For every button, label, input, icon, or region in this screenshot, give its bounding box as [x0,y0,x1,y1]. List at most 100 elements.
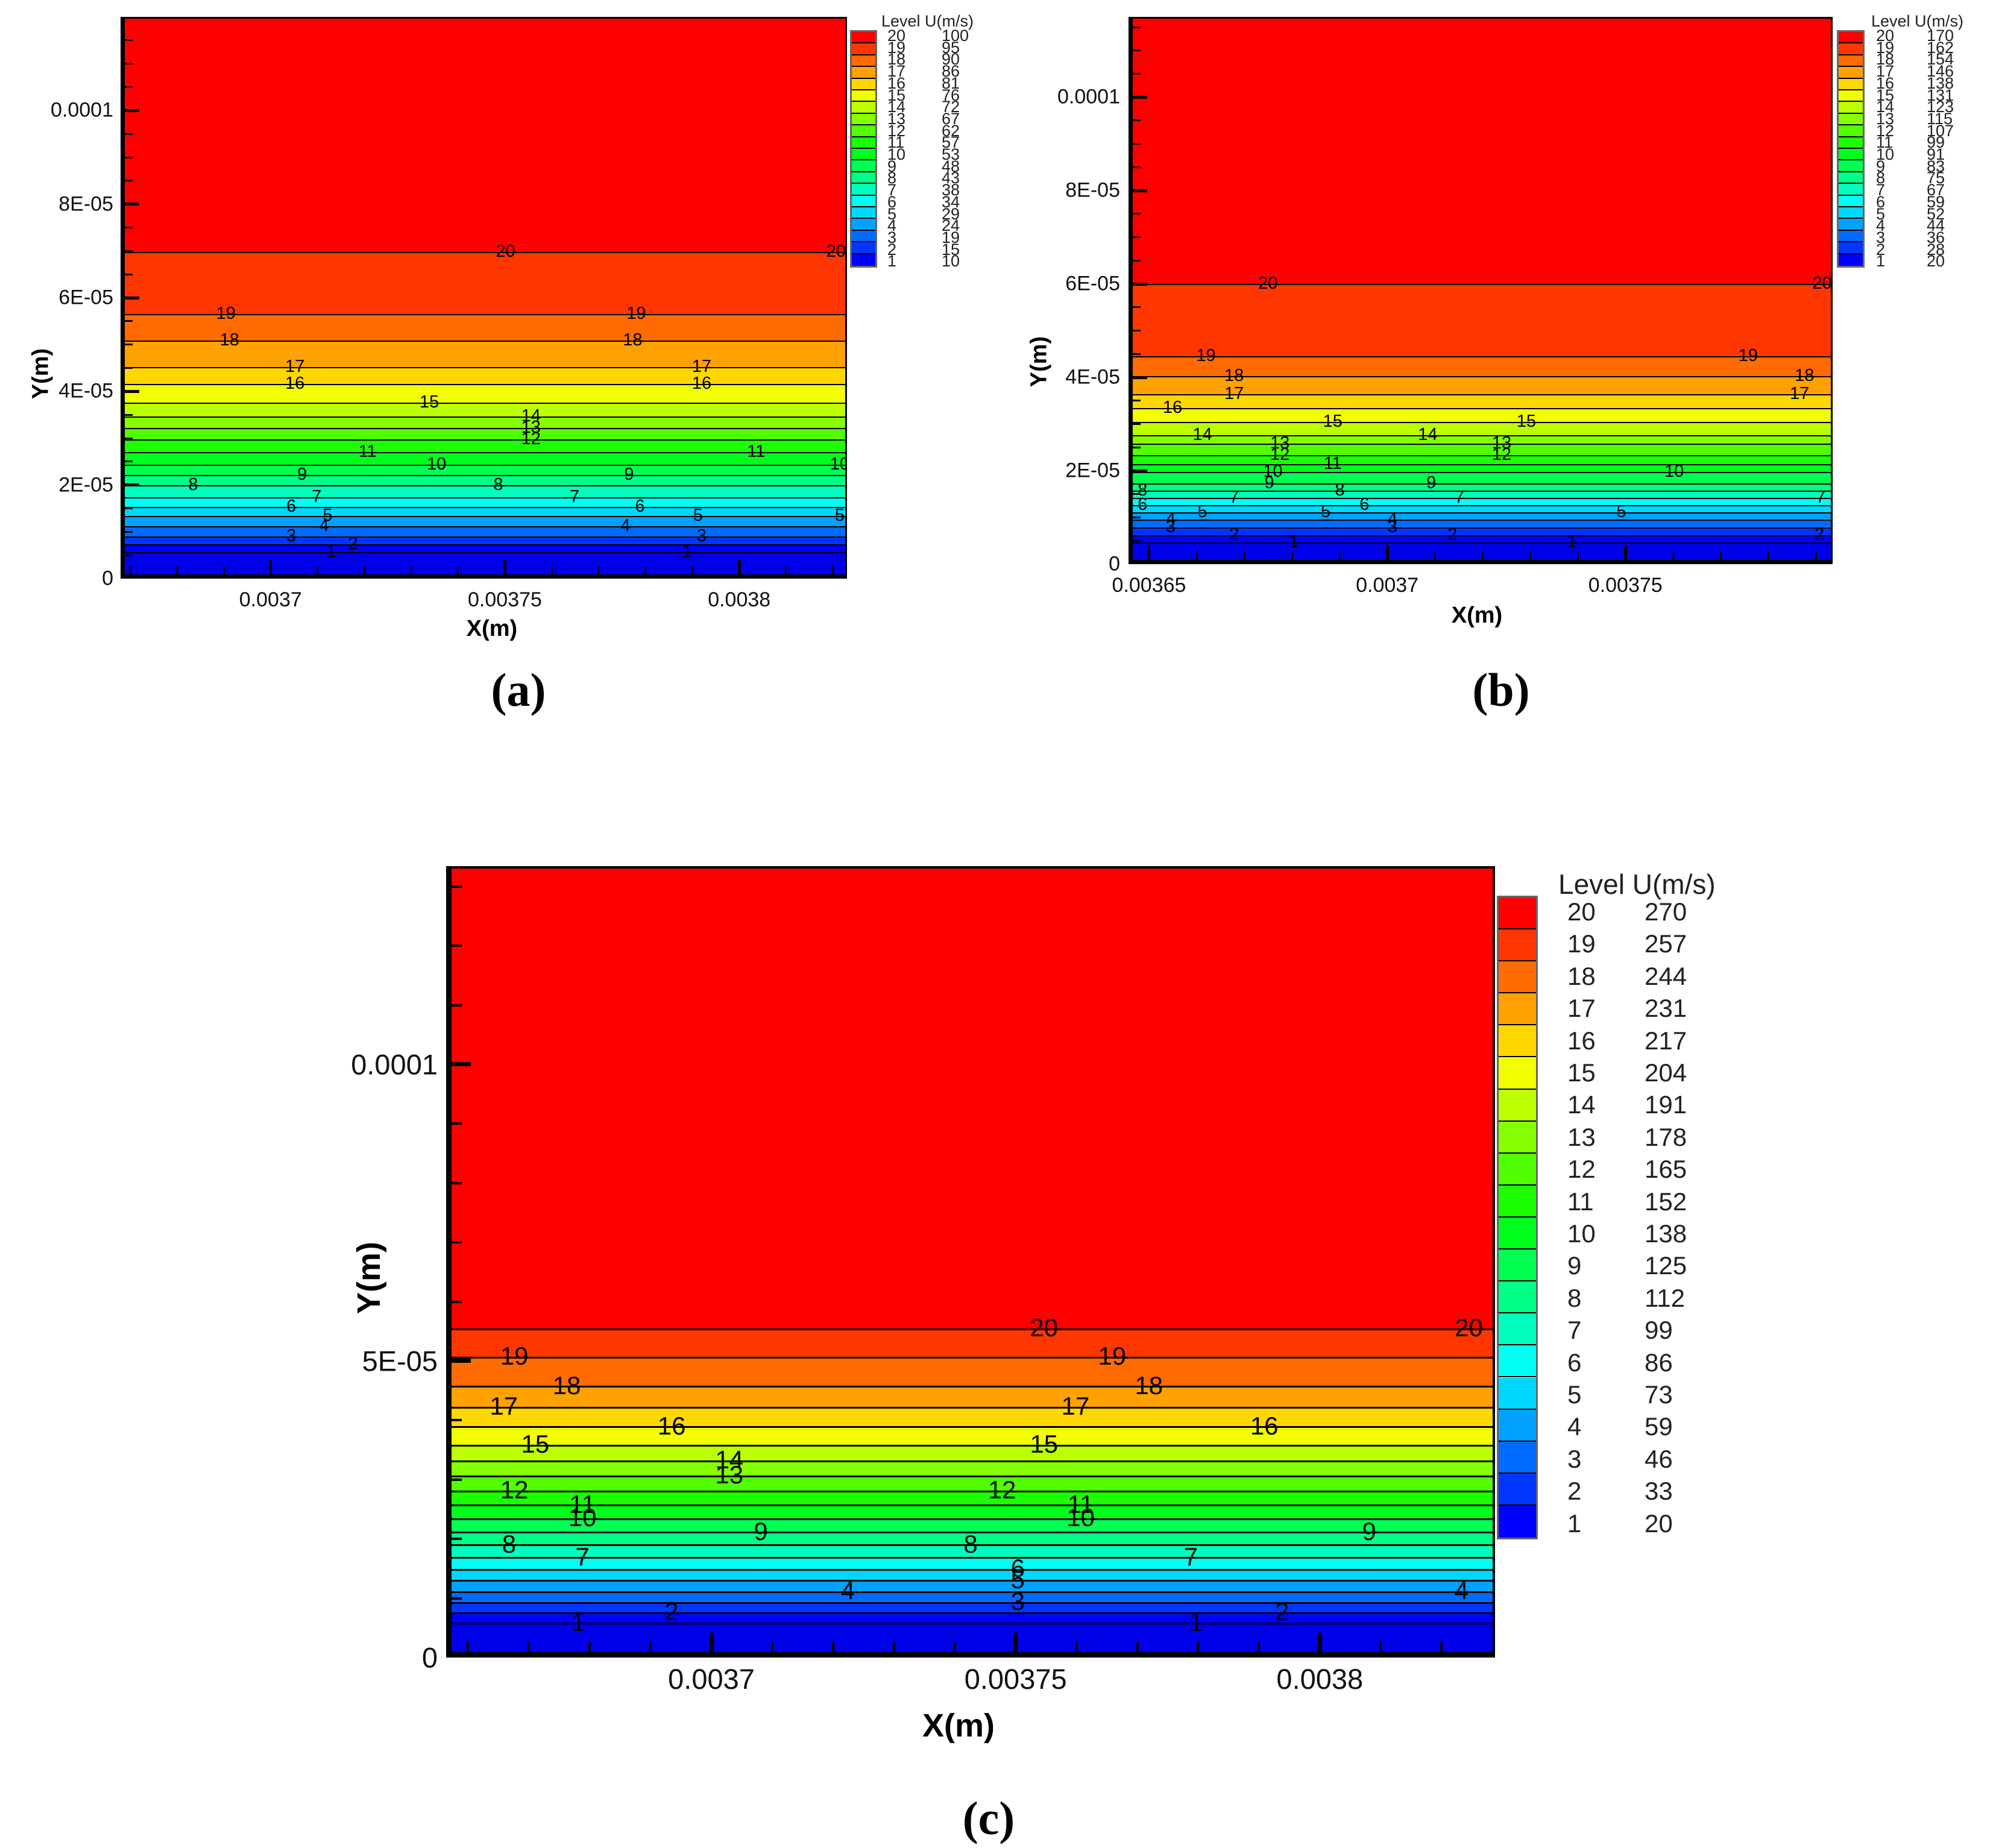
contour-line [446,1568,1495,1571]
y-minor-tick [1133,517,1141,519]
contour-label: 8 [493,475,503,495]
contour-label: 3 [1387,517,1398,537]
y-tick-label: 0.0001 [51,98,113,122]
legend-level: 3 [887,228,897,247]
plot-border-right [845,17,847,579]
legend-value: 81 [942,74,960,92]
contour-band [121,517,847,527]
x-minor-tick [129,567,131,574]
legend-level: 17 [887,62,906,81]
contour-label: 18 [1135,1371,1163,1400]
y-minor-tick [1133,330,1141,332]
legend-level: 15 [1876,86,1895,104]
contour-label: 6 [286,496,297,516]
x-minor-tick [467,1642,470,1652]
y-tick-label: 4E-05 [1065,365,1120,389]
legend-level: 2 [1567,1477,1582,1506]
legend-value: 231 [1645,994,1687,1023]
contour-line [446,1475,1495,1477]
y-minor-tick [1133,306,1141,309]
legend-swatch [852,230,875,243]
contour-label: 7 [1816,488,1826,508]
legend-level: 13 [1567,1122,1596,1151]
legend-swatch [1839,125,1863,137]
contour-label: 5 [1010,1565,1025,1594]
legend-level: 8 [1876,169,1886,187]
y-minor-tick [125,554,133,556]
contour-line [446,1532,1495,1534]
contour-band [446,1407,1495,1427]
legend-level: 16 [1567,1026,1596,1055]
y-minor-tick [1133,539,1141,542]
legend-level: 4 [1876,216,1886,235]
legend-swatch [1839,149,1863,161]
contour-label: 8 [963,1529,978,1558]
plot-area-b: 20 20 19 19 18 18 17 17 16 15 15 14 14 13 13 12 12 11 10 10… [1129,17,1833,564]
x-axis-title: X(m) [466,616,518,641]
legend-level: 17 [1876,62,1895,81]
legend-level: 1 [1876,252,1886,271]
contour-line [121,485,847,487]
legend-value: 20 [1645,1509,1673,1538]
contour-line [1129,472,1833,474]
x-major-tick [1147,545,1151,560]
legend-value: 59 [1645,1412,1673,1441]
legend-swatch [1499,929,1536,962]
x-minor-tick [832,567,834,574]
contour-label: 17 [490,1391,518,1420]
legend-value: 191 [1645,1090,1687,1119]
contour-label: 12 [521,429,541,448]
contour-line [121,383,847,385]
y-minor-tick [452,944,462,948]
legend-swatch [1839,102,1863,114]
contour-band [446,1329,1495,1358]
legend-value: 76 [942,86,960,104]
contour-label: 7 [1229,488,1239,508]
y-minor-tick [452,1122,462,1125]
legend-value: 91 [1927,145,1945,163]
legend-value: 83 [1927,157,1945,175]
legend-level: 5 [1567,1380,1582,1409]
y-tick-label: 0 [1109,552,1120,576]
legend-value: 43 [942,169,960,187]
legend-level: 3 [1876,228,1886,247]
x-tick-label: 0.0037 [1356,574,1419,597]
contour-line [1129,464,1833,465]
contour-line [1129,356,1833,357]
legend-level: 16 [1876,74,1895,92]
contour-label: 17 [1224,383,1244,403]
legend-level: 2 [887,240,897,259]
contour-line [1129,421,1833,423]
legend-value: 123 [1927,98,1954,116]
y-axis-line [1129,17,1133,564]
contour-line [121,439,847,441]
legend-swatch [852,207,875,219]
contour-label: 2 [664,1597,679,1626]
contour-band [446,1357,1495,1387]
contour-band [121,507,847,517]
contour-label: 1 [1289,532,1299,552]
legend-level: 6 [1876,192,1886,211]
y-tick-label: 0.0001 [351,1048,438,1081]
contour-band [121,367,847,385]
x-minor-tick [222,567,225,574]
legend-swatch [1499,1057,1536,1090]
legend-swatch [852,43,875,55]
contour-band [1129,444,1833,456]
legend-value: 10 [942,252,960,271]
legend-swatch [1499,993,1536,1026]
contour-label: 1 [1189,1608,1203,1636]
contour-label: 18 [219,330,239,350]
legend-level: 7 [1876,181,1886,200]
x-minor-tick [649,1642,652,1652]
x-minor-tick [1338,552,1341,560]
y-minor-tick [1133,259,1141,262]
legend-value: 170 [1927,27,1954,45]
x-major-tick [1317,1633,1322,1652]
contour-label: 20 [1455,1313,1483,1342]
legend-value: 90 [942,50,960,69]
legend-swatch [852,32,875,44]
x-minor-tick [597,567,600,574]
legend-value: 36 [1927,228,1945,247]
contour-line [121,475,847,477]
